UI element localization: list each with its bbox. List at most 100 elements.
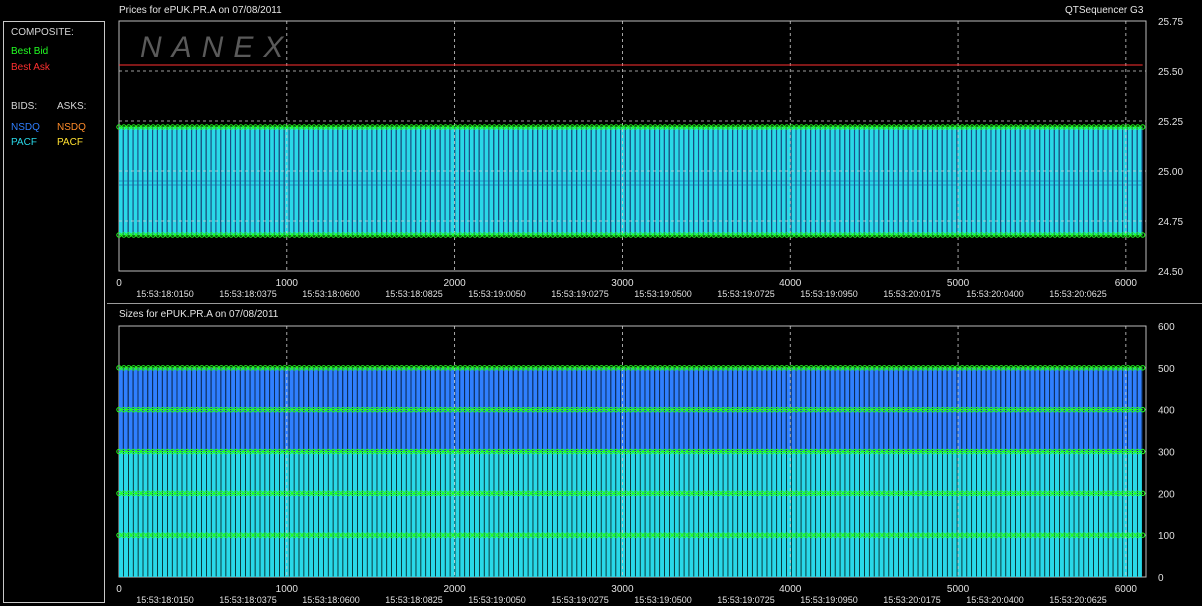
time-label: 15:53:19:0275 [551,289,609,299]
size-bar-pacf [616,451,621,577]
size-bar-pacf [518,451,523,577]
size-bar-pacf [791,451,796,577]
size-bar-pacf [158,451,163,577]
size-bar-pacf [338,451,343,577]
size-bar-pacf [645,451,650,577]
size-bar-pacf [1113,451,1118,577]
size-bar-pacf [855,451,860,577]
y-tick-label: 0 [1158,573,1164,584]
time-label: 15:53:18:0375 [219,289,277,299]
size-bar-pacf [674,451,679,577]
size-bar-pacf [879,451,884,577]
size-bar-pacf [260,451,265,577]
size-bar-pacf [401,451,406,577]
panel-separator [107,303,1202,304]
size-bar-pacf [153,451,158,577]
size-bar-pacf [1084,451,1089,577]
size-bar-pacf [343,451,348,577]
size-bar-pacf [357,451,362,577]
size-bar-pacf [172,451,177,577]
size-bar-pacf [981,451,986,577]
size-bar-pacf [235,451,241,577]
size-bar-pacf [538,451,543,577]
legend-panel: COMPOSITE: Best Bid Best Ask BIDS: ASKS:… [3,21,105,603]
size-bar-pacf [206,451,211,577]
size-bar-pacf [513,451,518,577]
bids-label: BIDS: [11,101,38,112]
size-bar-pacf [1123,451,1128,577]
size-bar-pacf [543,451,548,577]
size-bar-pacf [884,451,889,577]
x-tick-label: 3000 [611,278,634,289]
best-bid-marker [1139,232,1146,238]
time-label: 15:53:18:0600 [302,289,360,299]
size-bar-pacf [192,451,197,577]
size-bar-pacf [1020,451,1025,577]
size-bar-pacf [187,451,192,577]
x-tick-label: 4000 [779,584,802,595]
size-bar-pacf [1015,451,1021,577]
size-bar-pacf [606,451,611,577]
size-bar-pacf [138,451,143,577]
y-tick-label: 25.75 [1158,17,1183,28]
size-bar-pacf [703,451,709,577]
size-bar-pacf [767,451,772,577]
size-bar-pacf [747,451,752,577]
legend-bid-nsdq: NSDQ [11,122,40,133]
size-bar-pacf [1006,451,1011,577]
size-bar-pacf [699,451,704,577]
size-bar-pacf [572,451,577,577]
size-bar-pacf [962,451,967,577]
size-bar-pacf [387,451,392,577]
size-bar-pacf [859,451,865,577]
size-bar-pacf [1035,451,1040,577]
time-label: 15:53:20:0400 [966,289,1024,299]
size-bar-pacf [781,451,787,577]
size-bar-pacf [245,451,250,577]
x-tick-label: 1000 [276,278,299,289]
x-tick-label: 2000 [443,278,466,289]
size-bar-pacf [372,451,377,577]
y-tick-label: 25.00 [1158,167,1183,178]
size-bar-pacf [937,451,943,577]
legend-ask-nsdq: NSDQ [57,122,86,133]
size-bar-pacf [411,451,416,577]
size-bar-pacf [450,451,455,577]
size-bar-pacf [279,451,284,577]
size-bar-pacf [406,451,411,577]
size-bar-pacf [718,451,723,577]
size-bar-pacf [1025,451,1030,577]
size-bar-pacf [123,451,129,577]
size-bar-pacf [1011,451,1016,577]
size-bar-pacf [211,451,216,577]
size-bar-pacf [806,451,811,577]
bar-series [119,367,1143,577]
time-label: 15:53:19:0275 [551,595,609,605]
size-bar-pacf [669,451,674,577]
size-bar-pacf [445,451,450,577]
size-bar-pacf [523,451,528,577]
size-bar-pacf [508,451,514,577]
size-bar-pacf [957,451,962,577]
time-label: 15:53:18:0600 [302,595,360,605]
time-label: 15:53:18:0150 [136,595,194,605]
size-bar-pacf [640,451,645,577]
y-tick-label: 200 [1158,489,1175,500]
size-bar-pacf [655,451,660,577]
size-bar-pacf [660,451,665,577]
size-bar-pacf [367,451,372,577]
size-bar-pacf [835,451,840,577]
size-bar-pacf [942,451,947,577]
size-bar-pacf [723,451,728,577]
y-tick-label: 400 [1158,406,1175,417]
time-label: 15:53:18:0825 [385,595,443,605]
time-label: 15:53:19:0950 [800,289,858,299]
size-bar-pacf [226,451,231,577]
size-bar-pacf [898,451,904,577]
y-tick-label: 300 [1158,448,1175,459]
time-label: 15:53:19:0725 [717,595,775,605]
size-bar-pacf [469,451,475,577]
size-bar-pacf [1040,451,1045,577]
size-bar-pacf [611,451,616,577]
